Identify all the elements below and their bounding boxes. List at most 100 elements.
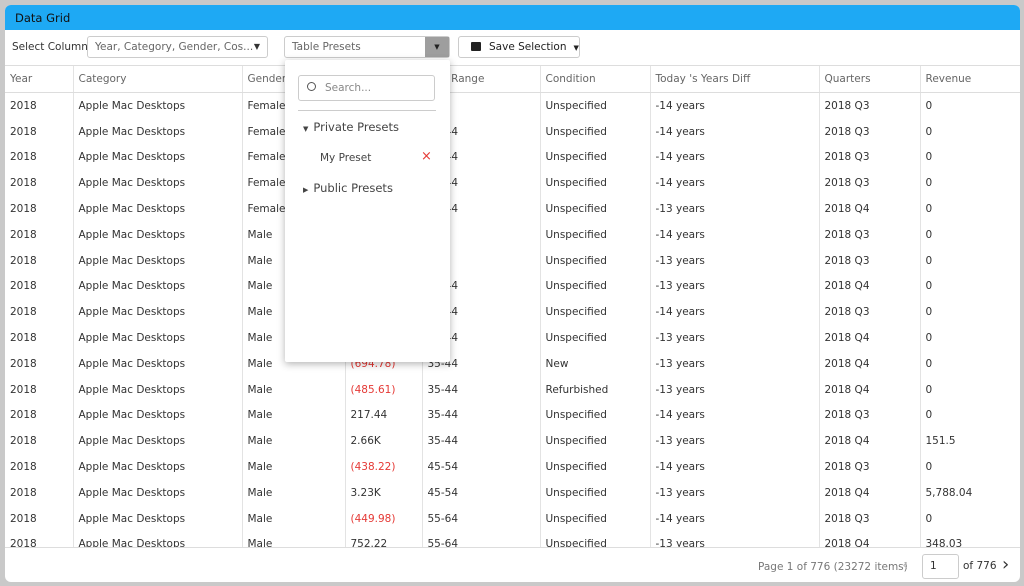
cell: Male [242,505,346,532]
cell: Apple Mac Desktops [73,118,243,145]
cell: Apple Mac Desktops [73,325,243,351]
cell: Apple Mac Desktops [73,144,243,171]
column-header: Year [5,66,74,93]
cell: -14 years [650,299,820,326]
cell: 2018 Q4 [819,273,921,300]
caret: ▼ [253,42,260,51]
cell: 2018 [5,402,74,429]
cell: -13 years [650,325,820,351]
placeholder: Search... [325,82,372,94]
cell: Unspecified [540,273,651,300]
cell: 0 [920,376,1020,403]
cell: 2018 Q3 [819,454,921,480]
cell: 2018 Q3 [819,170,921,197]
cell: Apple Mac Desktops [73,531,243,548]
page-input[interactable]: 1 [922,554,959,579]
cell: 35-44 [422,402,541,429]
row: 2018 Apple Mac Desktops Male (694.78) 35-44 N… [5,350,1020,377]
cell: 0 [920,505,1020,532]
cell: 55-64 [422,505,541,532]
cell: Apple Mac Desktops [73,92,243,119]
group-label: Public Presets [313,181,393,195]
cell: (438.22) [345,454,423,480]
cell: 0 [920,221,1020,248]
cell: New [540,350,651,377]
cell: Apple Mac Desktops [73,170,243,197]
cell: Apple Mac Desktops [73,454,243,480]
cell: -14 years [650,92,820,119]
cell: 2018 [5,247,74,274]
pager: Page 1 of 776 (23272 items) ‹ 1 of 776 › [5,547,1020,582]
row: 2018 Apple Mac Desktops Male (449.98) 55-64 U… [5,505,1020,532]
presets-select[interactable]: Table Presets ▼ [284,36,450,58]
cell: Unspecified [540,402,651,429]
cell: 0 [920,325,1020,351]
cell: Unspecified [540,247,651,274]
cell: 2018 [5,350,74,377]
row: 2018 Apple Mac Desktops Male Unspecified -13… [5,247,1020,274]
row: 2018 Apple Mac Desktops Male (485.61) 35-44 R… [5,376,1020,403]
cell: 0 [920,118,1020,145]
column-header: Today 's Years Diff [650,66,820,93]
cell: (449.98) [345,505,423,532]
group-toggle[interactable]: ▶ Public Presets [303,181,393,195]
cell: -13 years [650,479,820,506]
label: Select Columns [12,41,94,53]
cell: Unspecified [540,505,651,532]
delete-icon[interactable]: × [421,149,432,164]
cell: 5,788.04 [920,479,1020,506]
prev-button[interactable]: ‹ [902,555,909,574]
preset-item[interactable]: My Preset [320,152,372,164]
cell: 2018 [5,118,74,145]
cell: Apple Mac Desktops [73,479,243,506]
cell: 2018 [5,376,74,403]
cell: 0 [920,144,1020,171]
cell: 2018 Q3 [819,247,921,274]
page-total: of 776 [963,560,997,572]
cell: Unspecified [540,170,651,197]
cell: 2018 Q4 [819,325,921,351]
cell: (485.61) [345,376,423,403]
cell: 2018 [5,221,74,248]
cell: Unspecified [540,299,651,326]
cell: 45-54 [422,479,541,506]
group-toggle[interactable]: ▼ Private Presets [303,120,399,134]
cell: 2018 Q4 [819,196,921,222]
title-bar: Data Grid [5,5,1020,30]
cell: 2018 Q3 [819,144,921,171]
value: Table Presets [292,41,361,53]
cell: 2018 [5,325,74,351]
cell: 2018 Q4 [819,350,921,377]
cell: Refurbished [540,376,651,403]
next-button[interactable]: › [1002,554,1010,575]
cell: 0 [920,454,1020,480]
columns-select[interactable]: Year, Category, Gender, Cos... ▼ [87,36,268,58]
cell: Male [242,531,346,548]
cell: Apple Mac Desktops [73,402,243,429]
cell: 2018 Q4 [819,531,921,548]
search-input[interactable]: Search... [298,75,435,101]
table: Year Category Gender Age Range Condition Toda… [5,66,1020,548]
cell: -14 years [650,221,820,248]
cell: 752.22 [345,531,423,548]
cell: -14 years [650,402,820,429]
row: 2018 Apple Mac Desktops Male 2.66K 35-44 Unsp… [5,428,1020,455]
cell: -13 years [650,273,820,300]
cell: -13 years [650,531,820,548]
cell: 2018 [5,170,74,197]
cell: Unspecified [540,325,651,351]
cell: Male [242,479,346,506]
cell: Apple Mac Desktops [73,376,243,403]
cell: 2018 Q3 [819,118,921,145]
cell: -13 years [650,376,820,403]
cell: 45-54 [422,454,541,480]
caret-button[interactable]: ▼ [425,37,449,57]
cell: 2018 [5,299,74,326]
save-button[interactable]: Save Selection ▼ [458,36,580,58]
cell: 217.44 [345,402,423,429]
cell: 2018 Q4 [819,479,921,506]
